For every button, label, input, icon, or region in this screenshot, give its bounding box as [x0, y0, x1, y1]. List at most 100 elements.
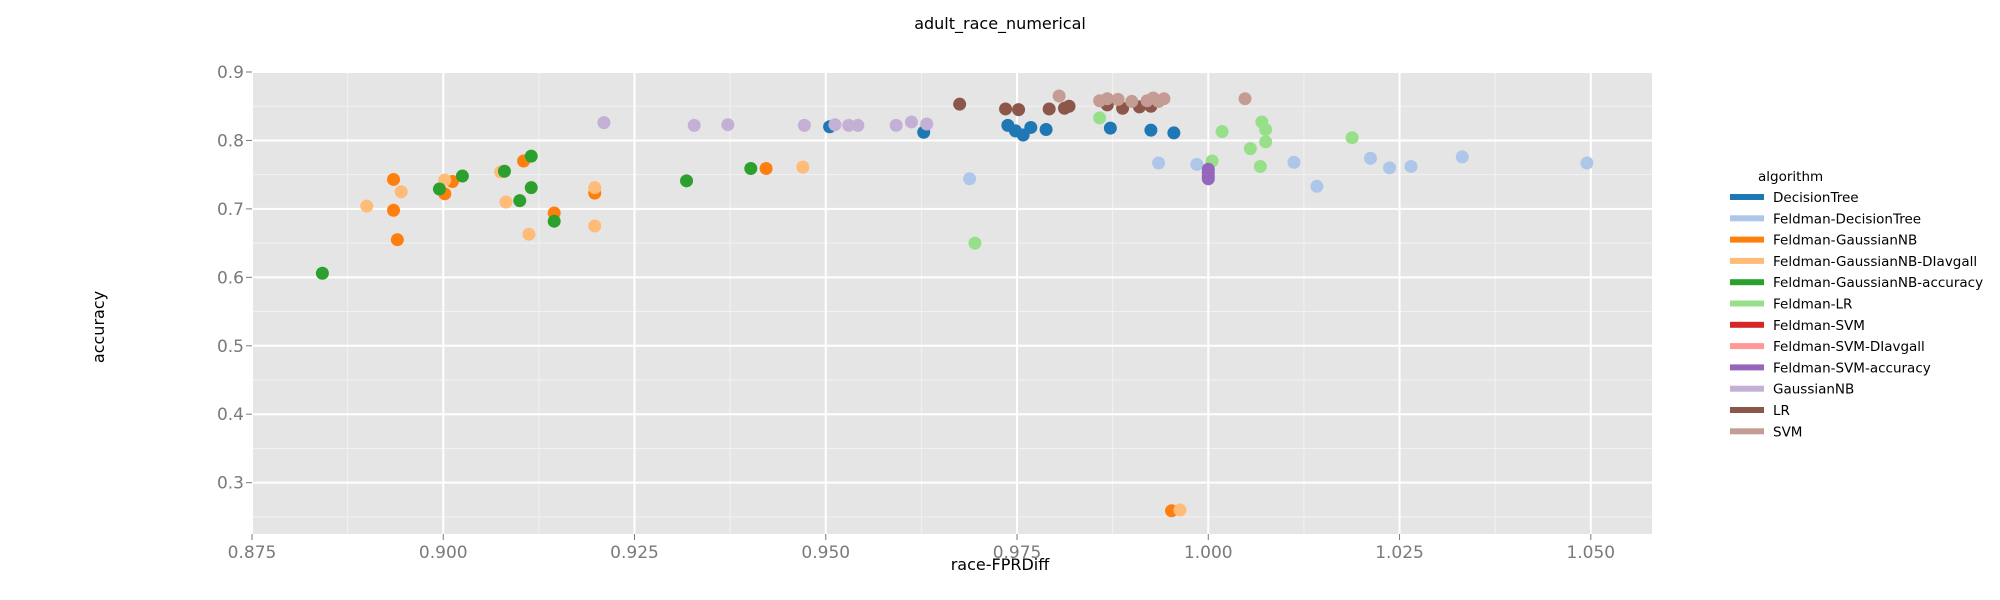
point-feldman-gaussiannb-accuracy — [524, 181, 538, 195]
y-tick-label: 0.5 — [217, 337, 244, 357]
point-lr — [1012, 103, 1026, 117]
point-feldman-gaussiannb-accuracy — [680, 174, 694, 188]
legend-label: Feldman-LR — [1773, 297, 1852, 313]
point-gaussiannb — [889, 118, 903, 132]
point-decisiontree — [1103, 121, 1117, 135]
point-feldman-lr — [1259, 122, 1273, 136]
point-gaussiannb — [828, 118, 842, 132]
point-feldman-gaussiannb-accuracy — [455, 169, 469, 183]
grid-lines — [251, 71, 1652, 534]
point-decisiontree — [1144, 123, 1158, 137]
point-gaussiannb — [797, 118, 811, 132]
point-feldman-gaussiannb-accuracy — [547, 214, 561, 228]
legend-swatch — [1730, 215, 1764, 222]
point-feldman-gaussiannb-accuracy — [315, 266, 329, 280]
point-decisiontree — [1039, 122, 1053, 136]
y-tick-label: 0.8 — [217, 131, 244, 151]
point-svm — [1125, 94, 1139, 108]
point-svm — [1238, 92, 1252, 106]
point-feldman-gaussiannb-diavgall — [394, 185, 408, 199]
plot-background — [252, 72, 1652, 534]
x-tick-label: 0.975 — [993, 543, 1042, 563]
point-feldman-gaussiannb-accuracy — [432, 182, 446, 196]
axis-ticks: 0.875 0.900 0.925 0.950 0.975 1.000 1.025 1.050… — [217, 63, 1615, 563]
y-tick-label: 0.6 — [217, 268, 244, 288]
point-gaussiannb — [851, 118, 865, 132]
point-feldman-gaussiannb — [387, 203, 401, 217]
legend-swatch — [1730, 300, 1764, 307]
point-feldman-decisiontree — [1404, 159, 1418, 173]
point-decisiontree — [1024, 120, 1038, 134]
point-feldman-lr — [1215, 125, 1229, 139]
point-lr — [953, 97, 967, 111]
legend: algorithm DecisionTree Feldman-DecisionTr… — [1730, 169, 1983, 440]
legend-label: SVM — [1773, 424, 1802, 440]
point-feldman-gaussiannb-diavgall — [499, 195, 513, 209]
legend-swatch — [1730, 407, 1764, 413]
data-points — [315, 89, 1594, 518]
point-feldman-gaussiannb-diavgall — [796, 160, 810, 174]
x-tick-label: 0.875 — [228, 543, 277, 563]
legend-title: algorithm — [1758, 169, 1823, 185]
point-gaussiannb — [842, 118, 856, 132]
point-feldman-decisiontree — [1383, 161, 1397, 175]
chart-title: adult_race_numerical — [914, 14, 1086, 34]
point-feldman-lr — [1093, 111, 1107, 125]
y-axis-title: accuracy — [89, 291, 108, 363]
x-tick-label: 1.000 — [1184, 543, 1233, 563]
point-feldman-gaussiannb-accuracy — [497, 164, 511, 178]
legend-label: LR — [1773, 403, 1790, 419]
legend-swatch — [1730, 321, 1764, 328]
point-lr — [999, 102, 1013, 116]
legend-label: Feldman-GaussianNB — [1773, 233, 1917, 249]
legend-swatch — [1730, 343, 1764, 350]
point-gaussiannb — [687, 118, 701, 132]
point-gaussiannb — [920, 117, 934, 131]
point-feldman-gaussiannb — [390, 233, 404, 247]
legend-label: Feldman-DecisionTree — [1773, 211, 1921, 227]
legend-swatch — [1730, 194, 1764, 200]
point-feldman-gaussiannb-diavgall — [522, 227, 536, 241]
point-svm — [1157, 92, 1171, 106]
y-tick-label: 0.7 — [217, 200, 244, 220]
point-svm — [1100, 92, 1114, 106]
x-tick-label: 0.925 — [610, 543, 659, 563]
point-feldman-decisiontree — [1190, 157, 1204, 171]
legend-swatch — [1730, 279, 1764, 286]
point-feldman-gaussiannb-accuracy — [744, 162, 758, 176]
legend-swatch — [1730, 257, 1764, 264]
point-decisiontree — [1167, 126, 1181, 140]
legend-label: Feldman-SVM-DIavgall — [1773, 339, 1925, 355]
x-tick-label: 1.050 — [1566, 543, 1615, 563]
point-svm — [1111, 92, 1125, 106]
point-feldman-lr — [1253, 159, 1267, 173]
point-feldman-gaussiannb — [759, 162, 773, 176]
point-svm — [1052, 89, 1066, 103]
point-feldman-decisiontree — [1580, 156, 1594, 170]
point-feldman-gaussiannb-diavgall — [1173, 503, 1187, 517]
point-feldman-decisiontree — [1310, 179, 1324, 193]
point-feldman-gaussiannb-diavgall — [588, 181, 602, 195]
point-feldman-gaussiannb-diavgall — [588, 219, 602, 233]
point-feldman-gaussiannb-diavgall — [360, 199, 374, 213]
legend-label: Feldman-GaussianNB-DIavgall — [1773, 254, 1977, 270]
point-lr — [1042, 102, 1056, 116]
x-tick-label: 1.025 — [1375, 543, 1424, 563]
legend-label: Feldman-GaussianNB-accuracy — [1773, 275, 1983, 291]
x-tick-label: 0.900 — [419, 543, 468, 563]
point-feldman-decisiontree — [1363, 151, 1377, 165]
legend-label: DecisionTree — [1773, 190, 1859, 206]
point-feldman-decisiontree — [1152, 156, 1166, 170]
legend-label: GaussianNB — [1773, 382, 1854, 398]
point-feldman-decisiontree — [1455, 150, 1469, 164]
point-feldman-decisiontree — [963, 172, 977, 186]
y-tick-label: 0.3 — [217, 474, 244, 494]
x-axis-title: race-FPRDiff — [951, 555, 1051, 574]
point-feldman-lr — [968, 236, 982, 250]
point-feldman-lr — [1259, 135, 1273, 149]
x-tick-label: 0.950 — [801, 543, 850, 563]
legend-label: Feldman-SVM-accuracy — [1773, 360, 1931, 376]
legend-swatch — [1730, 385, 1764, 392]
point-feldman-gaussiannb-accuracy — [524, 149, 538, 163]
